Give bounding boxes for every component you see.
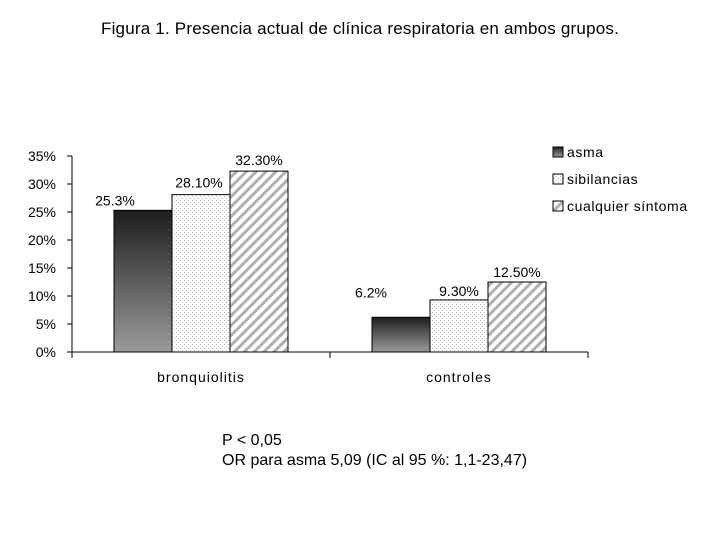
x-category-label: bronquiolitis: [157, 369, 245, 385]
bars: [113, 170, 547, 353]
p-value-note: P < 0,05: [222, 432, 282, 449]
data-label: 9.30%: [439, 283, 479, 299]
y-tick-label: 15%: [28, 260, 56, 276]
legend-swatch: [552, 173, 564, 185]
y-tick-label: 35%: [28, 148, 56, 164]
statistics-notes: P < 0,05 OR para asma 5,09 (IC al 95 %: …: [222, 431, 527, 471]
y-tick-label: 20%: [28, 232, 56, 248]
axes: 0% 5% 10% 15% 20% 25% 30% 35% bronquiolitis contr…: [28, 148, 589, 385]
bar-asma-controles: [371, 316, 431, 353]
legend-swatch: [552, 200, 564, 212]
odds-ratio-note: OR para asma 5,09 (IC al 95 %: 1,1-23,47…: [222, 452, 528, 469]
y-tick-label: 5%: [36, 316, 56, 332]
data-label: 25.3%: [95, 192, 135, 208]
bar-sibilancias-controles: [429, 299, 489, 353]
legend-label: cualquier síntoma: [567, 198, 688, 214]
bar-cualquier-sintoma-bronquiolitis: [229, 170, 289, 353]
data-label: 32.30%: [235, 152, 282, 168]
legend: asma sibilancias cualquier síntoma: [552, 144, 688, 214]
bar-asma-bronquiolitis: [113, 209, 173, 353]
bar-sibilancias-bronquiolitis: [171, 194, 231, 353]
bar-cualquier-sintoma-controles: [487, 281, 547, 353]
data-label: 12.50%: [493, 264, 540, 280]
chart-title: Figura 1. Presencia actual de clínica re…: [101, 19, 619, 38]
legend-label: sibilancias: [567, 171, 638, 187]
y-tick-label: 30%: [28, 176, 56, 192]
y-tick-label: 10%: [28, 288, 56, 304]
data-label: 28.10%: [175, 175, 222, 191]
y-tick-label: 25%: [28, 204, 56, 220]
data-label: 6.2%: [355, 284, 387, 300]
y-tick-label: 0%: [36, 344, 56, 360]
data-labels: 25.3% 6.2% 28.10% 9.30% 32.30% 12.50%: [95, 152, 541, 300]
legend-label: asma: [567, 144, 604, 160]
legend-swatch: [552, 146, 564, 158]
x-category-label: controles: [426, 369, 492, 385]
